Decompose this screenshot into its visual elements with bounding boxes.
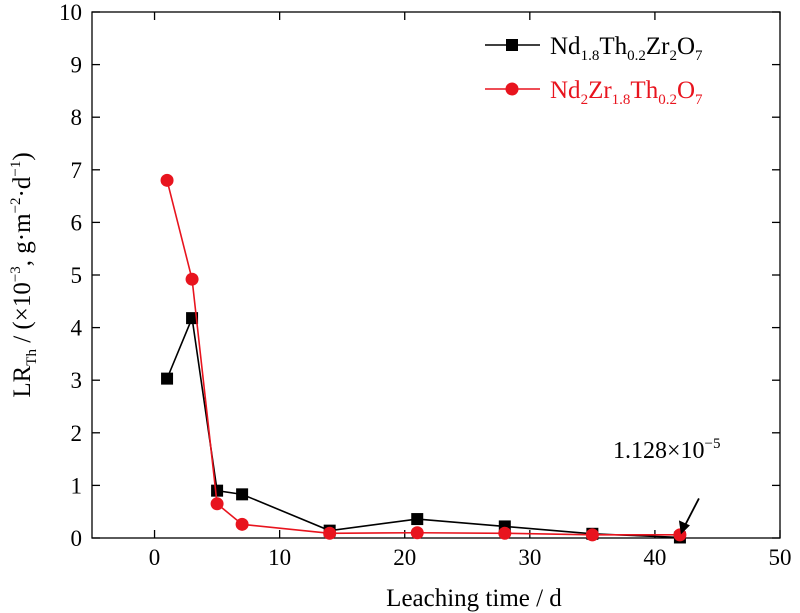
data-point	[410, 526, 424, 540]
legend-marker	[506, 39, 518, 51]
data-point	[585, 528, 599, 542]
annotation-label: 1.128×10−5	[613, 436, 721, 464]
y-tick-label: 0	[71, 526, 83, 551]
annotation: 1.128×10−5	[613, 436, 721, 535]
y-tick-label: 7	[71, 158, 83, 183]
series-2	[160, 173, 687, 542]
data-point	[161, 372, 174, 385]
arrow-head	[678, 520, 690, 535]
y-tick-label: 2	[71, 421, 83, 446]
y-tick-label: 10	[59, 0, 82, 25]
y-tick-label: 6	[71, 210, 83, 235]
series-layer	[160, 173, 687, 544]
annotation-arrow	[683, 498, 700, 528]
legend-marker	[505, 82, 519, 96]
x-tick-label: 0	[149, 545, 161, 570]
legend-item: Nd1.8Th0.2Zr2O7	[485, 33, 703, 64]
data-point	[323, 526, 337, 540]
legend-item: Nd2Zr1.8Th0.2O7	[485, 77, 703, 108]
legend: Nd1.8Th0.2Zr2O7 Nd2Zr1.8Th0.2O7	[485, 33, 703, 108]
y-tick-label: 8	[71, 105, 83, 130]
legend-label: Nd1.8Th0.2Zr2O7	[550, 33, 703, 64]
x-tick-label: 40	[643, 545, 666, 570]
series-line	[166, 315, 680, 539]
series-line	[166, 180, 680, 536]
y-tick-label: 3	[71, 368, 83, 393]
y-tick-label: 4	[71, 316, 83, 341]
x-axis-title: Leaching time / d	[386, 585, 562, 612]
data-point	[498, 526, 512, 540]
y-tick-label: 9	[71, 53, 83, 78]
x-tick-label: 10	[268, 545, 291, 570]
y-tick-label: 5	[71, 263, 83, 288]
data-point	[411, 513, 424, 526]
y-tick-label: 1	[71, 473, 83, 498]
x-tick-label: 20	[393, 545, 416, 570]
x-tick-label: 50	[769, 545, 792, 570]
x-tick-label: 30	[518, 545, 541, 570]
axis-ticks: 0 10 20 30 40 50 0 1 2 3 4 5 6 7 8 9 10	[59, 0, 792, 570]
data-point	[160, 173, 174, 187]
data-point	[235, 517, 249, 531]
data-point	[186, 312, 199, 325]
data-point	[236, 488, 249, 501]
legend-label: Nd2Zr1.8Th0.2O7	[550, 77, 703, 108]
series-1	[161, 312, 686, 544]
data-point	[185, 272, 199, 286]
y-axis-title: LRTh / (×10−3, g·m−2·d−1)	[8, 152, 40, 397]
data-point	[210, 497, 224, 511]
data-point	[211, 484, 224, 497]
